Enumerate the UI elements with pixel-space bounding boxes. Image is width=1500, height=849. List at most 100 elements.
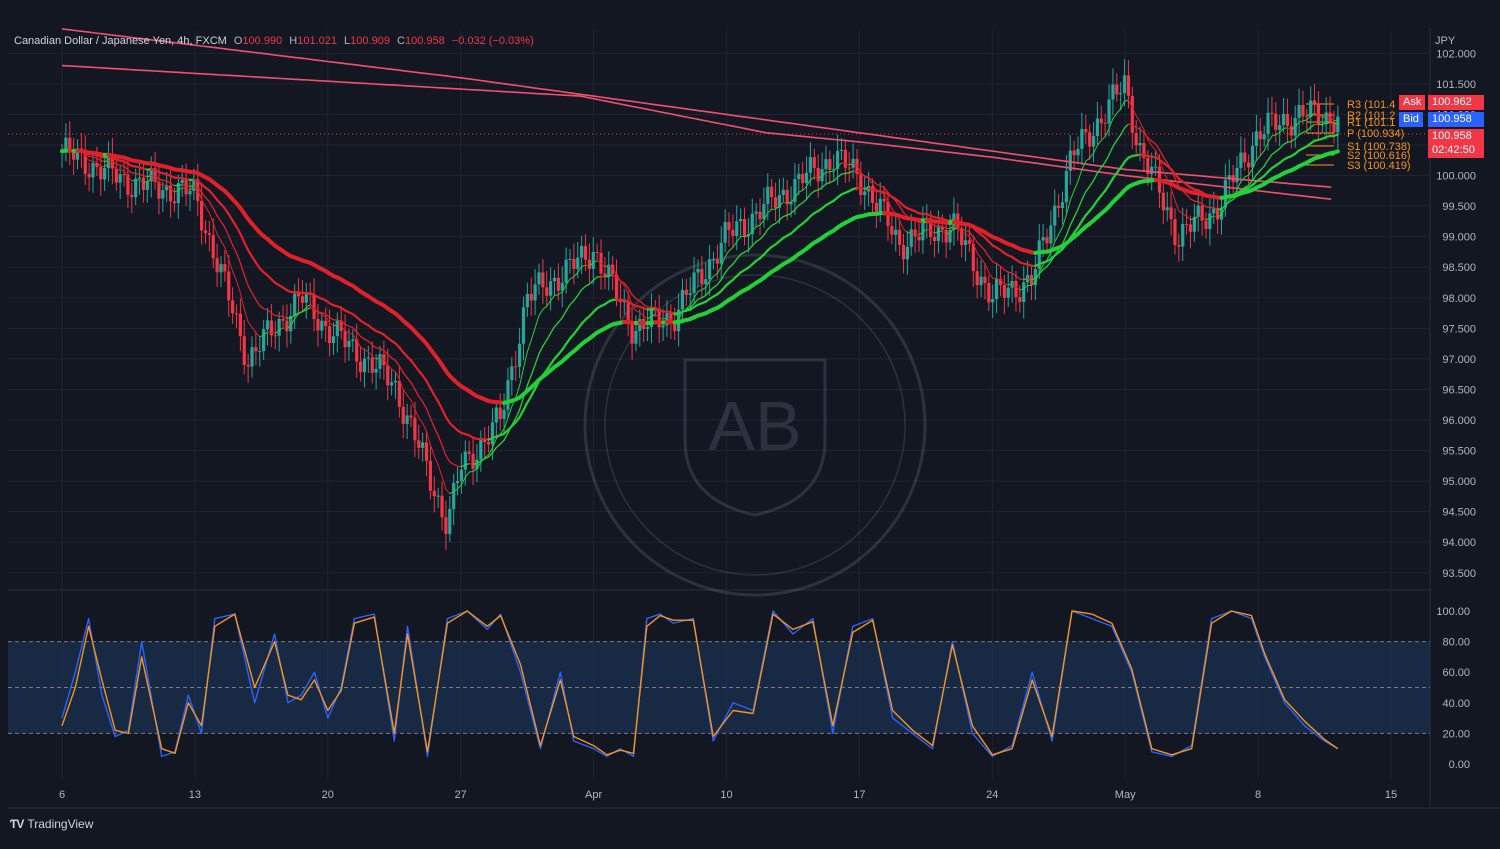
candle-body	[1247, 162, 1250, 167]
candle-body	[945, 230, 948, 243]
candle-body	[592, 252, 595, 269]
time-tick-label: 8	[1255, 789, 1261, 801]
price-tick-label: 98.000	[1442, 293, 1476, 305]
candle-body	[1045, 237, 1048, 243]
candle-body	[1166, 207, 1169, 210]
candle-body	[584, 246, 587, 260]
candle-body	[797, 174, 800, 179]
close-label: C	[397, 35, 405, 47]
candle-body	[479, 440, 482, 460]
candle-body	[1266, 113, 1269, 134]
candle-body	[130, 195, 133, 197]
candle-body	[1189, 224, 1192, 231]
candle-body	[693, 272, 696, 293]
candle-body	[278, 319, 281, 336]
candle-body	[1251, 146, 1254, 167]
candle-body	[735, 221, 738, 236]
tradingview-brand-text: TradingView	[27, 817, 93, 831]
candle-body	[1049, 226, 1052, 244]
candle-body	[514, 366, 517, 367]
time-tick-label: 15	[1385, 789, 1397, 801]
candle-body	[440, 496, 443, 518]
candle-body	[1014, 281, 1017, 297]
candle-body	[491, 422, 494, 444]
candle-body	[1282, 114, 1285, 125]
symbol-title[interactable]: Canadian Dollar / Japanese Yen, 4h, FXCM	[14, 35, 227, 47]
candle-body	[1135, 133, 1138, 145]
candle-body	[1104, 123, 1107, 124]
candle-body	[173, 201, 176, 203]
high-value: 101.021	[297, 35, 337, 47]
candle-body	[549, 281, 552, 296]
tradingview-branding[interactable]: ƬV TradingView	[10, 817, 93, 831]
candle-body	[452, 483, 455, 509]
candle-body	[1208, 213, 1211, 229]
symbol-header[interactable]: Canadian Dollar / Japanese Yen, 4h, FXCM…	[14, 35, 534, 47]
ema-slow-line	[1334, 151, 1338, 152]
candle-body	[518, 344, 521, 367]
price-tick-label: 94.500	[1442, 507, 1476, 519]
ema-fast-line	[469, 471, 473, 472]
candle-body	[534, 284, 537, 300]
candle-body	[1138, 143, 1141, 145]
candle-body	[305, 294, 308, 303]
candle-body	[239, 314, 242, 336]
ask-price-tag: 100.962	[1428, 95, 1484, 110]
candle-body	[572, 259, 575, 269]
candle-body	[1336, 117, 1339, 133]
candle-body	[1239, 153, 1242, 168]
candle-body	[526, 294, 529, 307]
candle-body	[464, 452, 467, 470]
stoch-tick-label: 60.00	[1442, 667, 1470, 679]
candle-body	[720, 243, 723, 264]
candle-body	[1073, 151, 1076, 156]
candle-body	[359, 362, 362, 373]
candle-body	[402, 407, 405, 424]
candle-body	[1092, 136, 1095, 146]
stoch-tick-label: 20.00	[1442, 728, 1470, 740]
change-value: −0.032 (−0.03%)	[452, 35, 534, 47]
candle-body	[1088, 132, 1091, 146]
price-tick-label: 99.500	[1442, 201, 1476, 213]
candle-body	[1154, 167, 1157, 168]
candle-body	[1076, 149, 1079, 155]
candle-body	[596, 252, 599, 253]
candle-body	[968, 240, 971, 244]
candle-body	[782, 190, 785, 195]
price-tick-label: 99.000	[1442, 232, 1476, 244]
candle-body	[848, 168, 851, 169]
candle-body	[580, 246, 583, 258]
candle-body	[898, 230, 901, 245]
bar-countdown-tag: 02:42:50	[1428, 143, 1484, 158]
time-tick-label: 13	[189, 789, 201, 801]
candle-body	[689, 293, 692, 295]
candle-body	[1197, 205, 1200, 216]
candle-body	[813, 157, 816, 168]
candle-body	[708, 259, 711, 279]
candle-body	[231, 300, 234, 313]
candle-body	[1313, 101, 1316, 104]
ema-fast-line	[1284, 128, 1288, 129]
candle-body	[875, 203, 878, 212]
candle-body	[177, 183, 180, 203]
time-tick-label: 10	[720, 789, 732, 801]
candle-body	[367, 358, 370, 359]
candle-body	[1042, 237, 1045, 240]
candle-body	[301, 296, 304, 303]
candle-body	[906, 247, 909, 259]
stoch-tick-label: 80.00	[1442, 637, 1470, 649]
candle-body	[576, 258, 579, 269]
candle-body	[1181, 224, 1184, 247]
candle-body	[530, 294, 533, 301]
candle-body	[762, 204, 765, 219]
time-tick-label: 17	[853, 789, 865, 801]
candle-body	[991, 299, 994, 302]
bid-label: Bid	[1399, 112, 1423, 127]
candle-body	[281, 319, 284, 321]
candle-body	[437, 496, 440, 497]
candle-body	[146, 181, 149, 190]
low-value: 100.909	[350, 35, 390, 47]
time-tick-label: May	[1115, 789, 1136, 801]
